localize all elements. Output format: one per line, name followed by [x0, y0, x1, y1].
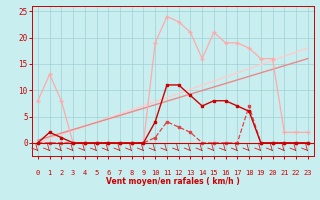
X-axis label: Vent moyen/en rafales ( km/h ): Vent moyen/en rafales ( km/h ) — [106, 177, 240, 186]
